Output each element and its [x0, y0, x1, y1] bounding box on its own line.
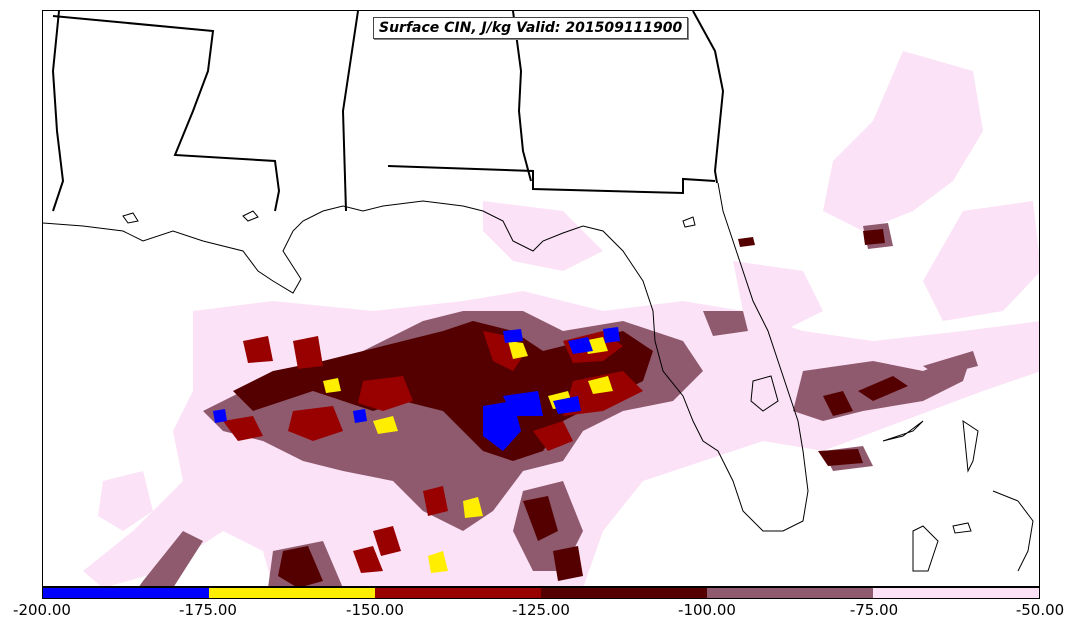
- colorbar-tick-label: -150.00: [346, 601, 404, 619]
- colorbar-tick-label: -50.00: [1015, 601, 1065, 619]
- colorbar-segment: [43, 588, 209, 598]
- map-panel: Surface CIN, J/kg Valid: 201509111900: [42, 10, 1040, 587]
- colorbar-tick-label: -100.00: [678, 601, 736, 619]
- colorbar-tick-label: -200.00: [13, 601, 71, 619]
- colorbar-segment: [873, 588, 1039, 598]
- cin-shading-blue: [213, 327, 620, 451]
- coastlines: [43, 182, 1034, 572]
- colorbar: [42, 587, 1040, 599]
- colorbar-segment: [541, 588, 707, 598]
- colorbar-tick-label: -175.00: [179, 601, 237, 619]
- colorbar-tick-label: -75.00: [849, 601, 899, 619]
- colorbar-tick-label: -125.00: [512, 601, 570, 619]
- colorbar-segment: [375, 588, 541, 598]
- cin-shading-yellow: [323, 337, 613, 573]
- colorbar-segment: [209, 588, 375, 598]
- state-boundaries: [51, 11, 725, 212]
- cin-map: [43, 11, 1039, 586]
- colorbar-tick-labels: -200.00 -175.00 -150.00 -125.00 -100.00 …: [0, 601, 1076, 625]
- map-title: Surface CIN, J/kg Valid: 201509111900: [373, 17, 689, 39]
- colorbar-segment: [707, 588, 873, 598]
